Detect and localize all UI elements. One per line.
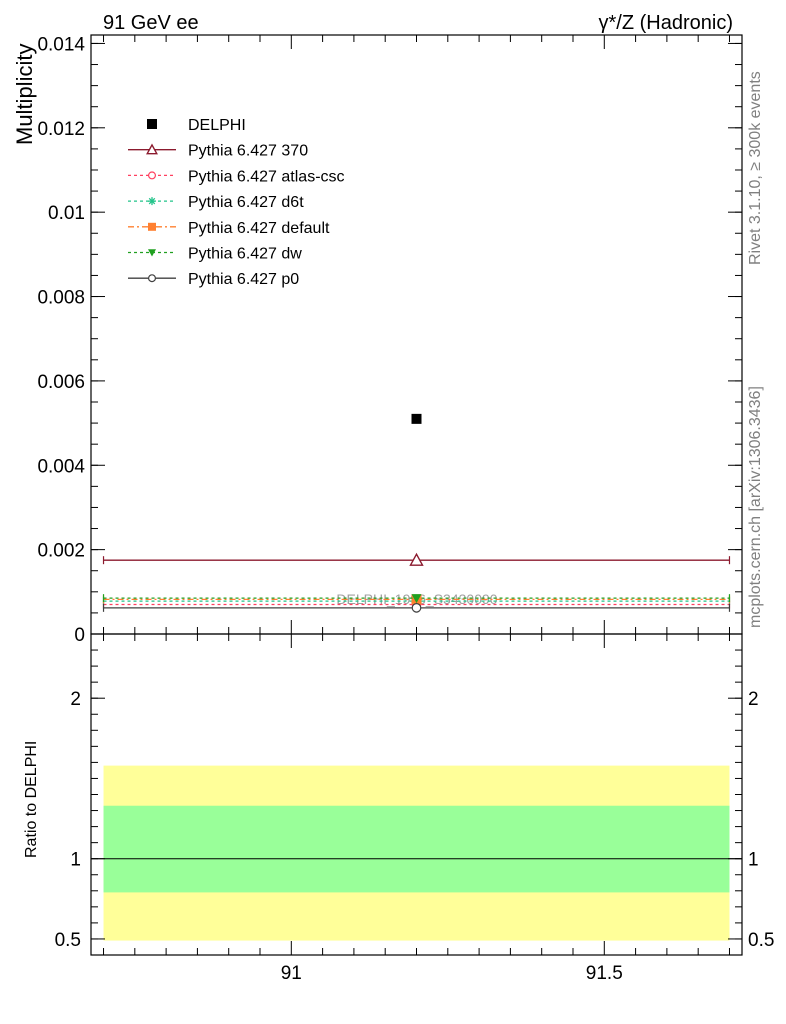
header-left: 91 GeV ee [103, 12, 199, 34]
y-tick-label: 0.006 [37, 372, 85, 393]
legend-marker-pythia-6-427-dw [148, 249, 156, 257]
mcplots-label: mcplots.cern.ch [arXiv:1306.3436] [747, 386, 764, 628]
legend-label-pythia-6-427-370: Pythia 6.427 370 [188, 143, 308, 160]
ratio-bands [91, 765, 742, 941]
y-tick-label: 0.002 [37, 541, 85, 562]
ratio-axes: 0.5 0.5 1 1 2 2 91 91.5 [55, 633, 774, 984]
legend-label-pythia-6-427-atlas-csc: Pythia 6.427 atlas-csc [188, 168, 345, 185]
ratio-y-axis-title: Ratio to DELPHI [23, 741, 40, 858]
series-point-pythia-6-427-dw [411, 594, 422, 604]
y-tick-label: 0.004 [37, 456, 85, 477]
y-tick-label: 0.014 [37, 34, 85, 55]
main-axes: 0 0.002 0.004 0.006 0.008 0.01 0.012 0.014 [37, 34, 743, 646]
ratio-y-tick-label-left: 1 [70, 850, 81, 871]
series-point-pythia-6-427-p0 [411, 602, 422, 613]
legend-marker-pythia-6-427-d6t [148, 197, 156, 206]
main-panel: DELPHI_1996_S3430090 00.0020.0040.0060.0… [12, 34, 743, 646]
x-tick-label: 91 [281, 963, 302, 984]
ratio-y-tick-label-right: 0.5 [748, 930, 774, 951]
y-tick-label: 0.01 [48, 203, 85, 224]
legend-label-pythia-6-427-default: Pythia 6.427 default [188, 220, 330, 237]
y-axis-title: Multiplicity [12, 44, 37, 145]
ratio-y-tick-label-right: 1 [748, 850, 759, 871]
main-series-group [102, 413, 731, 613]
y-tick-label: 0.012 [37, 119, 85, 140]
rivet-label: Rivet 3.1.10, ≥ 300k events [747, 71, 764, 265]
header-right: γ*/Z (Hadronic) [599, 12, 733, 34]
y-tick-label: 0 [74, 625, 85, 646]
series-point-delphi [411, 413, 422, 424]
x-tick-label: 91.5 [586, 963, 623, 984]
legend-marker-pythia-6-427-370 [146, 143, 158, 155]
legend-marker-delphi [147, 119, 157, 129]
ratio-panel: 0.5 0.5 1 1 2 2 91 91.5 Ratio to DELPHI [23, 633, 774, 984]
legend-marker-pythia-6-427-p0 [148, 274, 157, 283]
series-point-pythia-6-427-370 [409, 552, 424, 566]
y-tick-label: 0.008 [37, 288, 85, 309]
legend-label-delphi: DELPHI [188, 117, 246, 134]
ratio-y-tick-label-left: 2 [70, 689, 81, 710]
legend-label-pythia-6-427-dw: Pythia 6.427 dw [188, 246, 302, 263]
ratio-y-tick-label-left: 0.5 [55, 930, 81, 951]
legend-marker-pythia-6-427-atlas-csc [148, 171, 157, 180]
ratio-band-inner [103, 805, 730, 893]
legend-label-pythia-6-427-p0: Pythia 6.427 p0 [188, 271, 299, 288]
legend-marker-pythia-6-427-default [148, 222, 156, 231]
ratio-y-tick-label-right: 2 [748, 689, 759, 710]
legend-label-pythia-6-427-d6t: Pythia 6.427 d6t [188, 194, 304, 211]
legend: DELPHI Pythia 6.427 370 Pythia 6.427 atlas… [128, 117, 345, 288]
